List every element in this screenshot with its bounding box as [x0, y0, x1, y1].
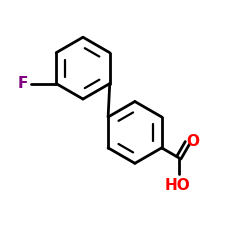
- Text: HO: HO: [165, 178, 190, 193]
- Text: O: O: [186, 134, 199, 149]
- Text: F: F: [18, 76, 28, 91]
